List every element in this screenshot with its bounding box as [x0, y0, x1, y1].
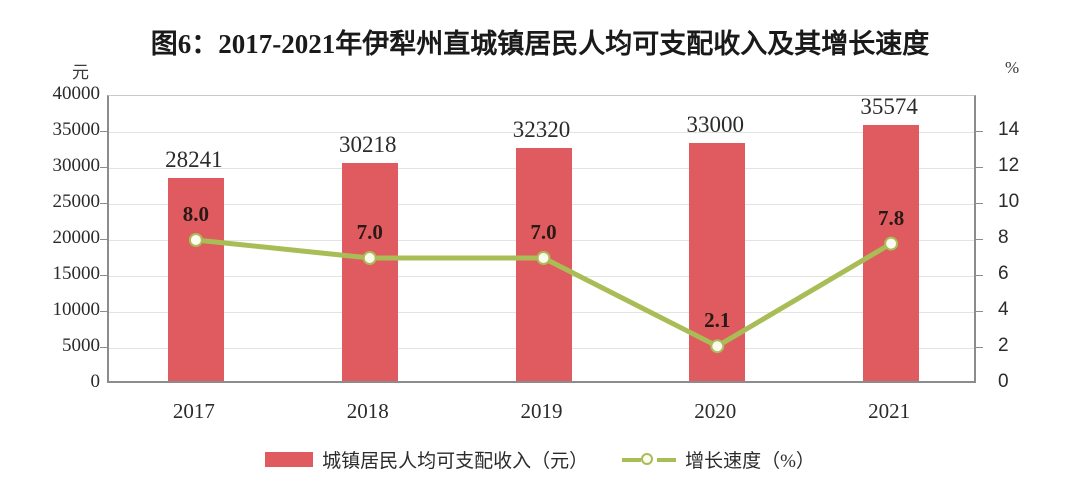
bar-value-label: 28241 [165, 146, 223, 172]
left-axis-tick-label: 10000 [52, 299, 101, 320]
bar[interactable] [341, 163, 398, 381]
left-axis-tick-label: 40000 [52, 83, 101, 104]
right-axis-unit-label: % [1005, 58, 1020, 77]
x-axis-tick-label: 2019 [520, 399, 563, 423]
bar-value-label: 30218 [338, 132, 397, 158]
left-axis-tick-mark [100, 275, 107, 276]
bar-swatch-icon [265, 452, 314, 467]
left-axis-tick-mark [100, 347, 107, 348]
bar-value-label: 33000 [686, 112, 745, 138]
line-value-label: 8.0 [182, 202, 210, 226]
left-axis-tick-mark [100, 239, 107, 240]
right-axis-tick-mark [976, 347, 983, 348]
left-axis-tick-label: 0 [90, 371, 101, 392]
left-axis-tick-mark [100, 167, 107, 168]
left-axis-tick-label: 5000 [62, 335, 100, 356]
left-axis-tick-mark [100, 311, 107, 312]
line-value-label: 2.1 [704, 308, 731, 333]
left-axis-tick-label: 30000 [52, 155, 101, 176]
left-axis-tick-label: 20000 [52, 227, 101, 248]
left-axis-tick-label: 25000 [52, 191, 101, 212]
right-axis-tick-label: 10 [998, 191, 1020, 212]
line-value-label: 7.8 [877, 205, 905, 230]
line-value-label: 7.0 [356, 220, 383, 244]
right-axis-tick-mark [976, 275, 983, 276]
right-axis-tick-mark [976, 311, 983, 312]
right-axis-tick-label: 6 [998, 263, 1009, 284]
right-axis-tick-label: 8 [998, 227, 1009, 248]
legend-label-income: 城镇居民人均可支配收入（元） [322, 451, 589, 472]
right-axis-tick-mark [976, 131, 983, 132]
right-axis-tick-label: 0 [998, 371, 1009, 392]
legend-label-growth: 增长速度（%） [685, 451, 815, 472]
line-marker[interactable] [884, 236, 899, 251]
x-axis-tick-label: 2017 [172, 399, 215, 423]
bar-value-label: 32320 [512, 117, 571, 143]
x-axis-tick-label: 2018 [346, 399, 389, 423]
right-axis-tick-label: 14 [998, 119, 1020, 140]
right-axis-tick-label: 4 [998, 299, 1009, 320]
gridline [109, 132, 974, 133]
left-axis-tick-label: 15000 [52, 263, 101, 284]
right-axis-tick-mark [976, 167, 983, 168]
line-marker[interactable] [710, 339, 725, 354]
chart-legend: 城镇居民人均可支配收入（元） 增长速度（%） [0, 446, 1080, 473]
line-marker[interactable] [362, 251, 377, 265]
x-axis-tick-label: 2020 [694, 399, 737, 423]
left-axis-tick-label: 35000 [52, 119, 101, 140]
legend-item-growth[interactable]: 增长速度（%） [622, 446, 815, 473]
right-axis-tick-label: 2 [998, 335, 1009, 356]
x-axis-tick-label: 2021 [868, 399, 911, 423]
line-value-label: 7.0 [530, 220, 557, 244]
line-marker[interactable] [536, 251, 551, 265]
right-axis-tick-mark [976, 203, 983, 204]
line-marker-swatch-icon [622, 452, 677, 467]
bar[interactable] [167, 177, 224, 381]
line-marker[interactable] [188, 233, 203, 247]
left-axis-tick-mark [100, 203, 107, 204]
plot-area: 8.0 7.0 7.0 2.1 7.8 [107, 95, 976, 383]
left-axis-unit-label: 元 [72, 63, 89, 82]
legend-item-income[interactable]: 城镇居民人均可支配收入（元） [265, 446, 588, 473]
right-axis-tick-label: 12 [998, 155, 1020, 176]
line-series [188, 233, 899, 354]
left-axis-tick-mark [100, 131, 107, 132]
chart-title: 图6：2017-2021年伊犁州直城镇居民人均可支配收入及其增长速度 [150, 29, 930, 59]
right-axis-tick-mark [976, 239, 983, 240]
bar-value-label: 35574 [860, 93, 918, 119]
